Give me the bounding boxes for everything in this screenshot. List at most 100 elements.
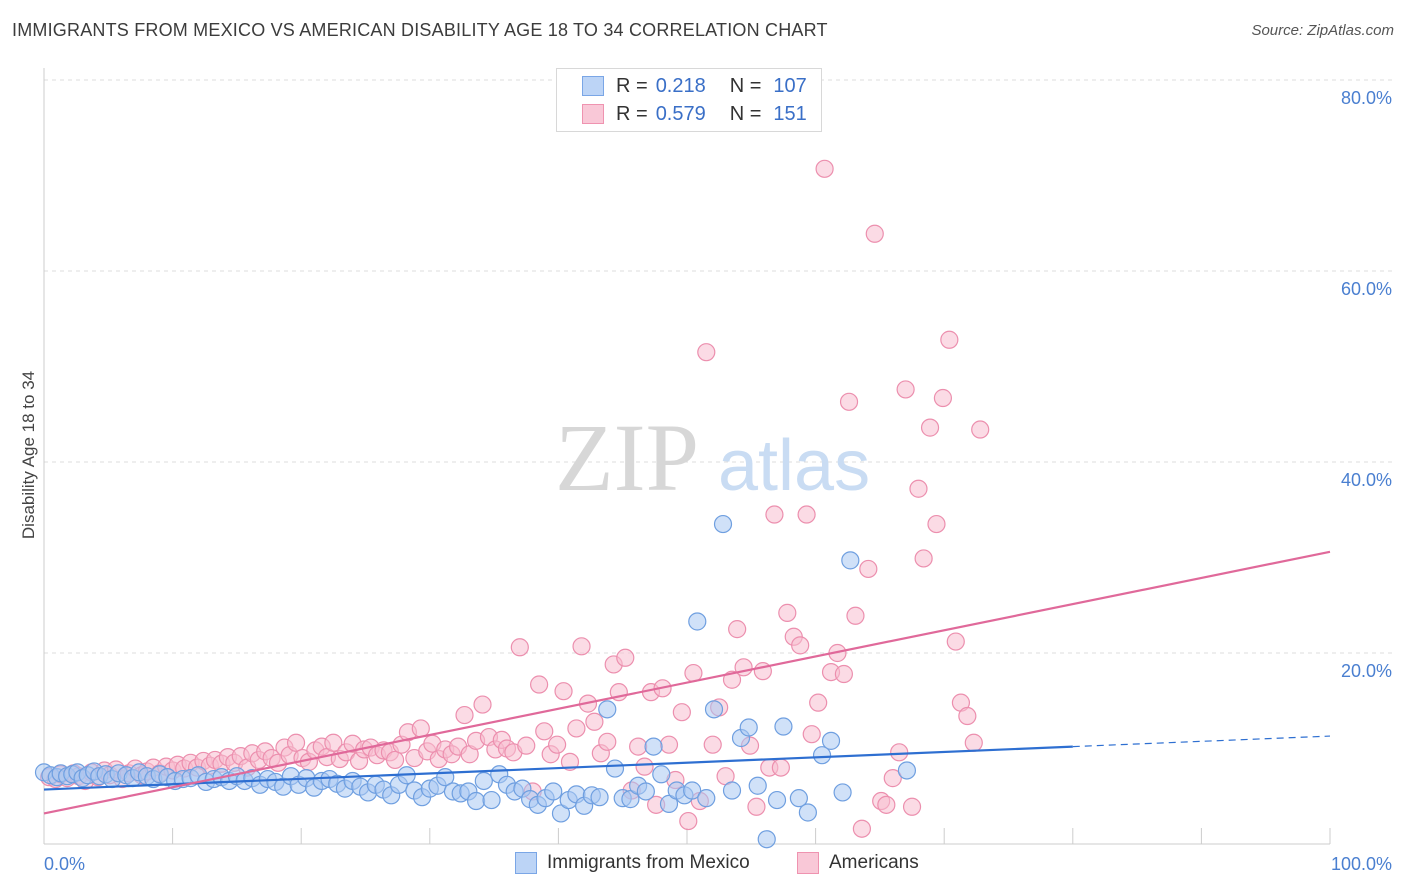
data-point-americans (909, 479, 928, 498)
data-point-immigrants (774, 717, 793, 736)
legend-row-blue: R = 0.218 N = 107 (557, 72, 807, 100)
data-point-americans (629, 737, 648, 756)
data-point-americans (703, 735, 722, 754)
data-point-immigrants (798, 803, 817, 822)
legend-n-label: N = (729, 102, 762, 125)
series-immigrants-from-mexico (34, 514, 917, 849)
data-point-americans (517, 736, 536, 755)
legend-label-immigrants: Immigrants from Mexico (547, 852, 750, 873)
data-point-immigrants (897, 761, 917, 780)
data-point-immigrants (812, 746, 832, 765)
y-axis-label: Disability Age 18 to 34 (19, 371, 38, 539)
legend-swatch-blue (582, 76, 604, 96)
data-point-americans (672, 703, 691, 722)
data-point-americans (548, 735, 567, 754)
data-point-americans (834, 664, 853, 684)
data-point-immigrants (544, 782, 563, 801)
data-point-immigrants (474, 771, 493, 791)
legend-swatch-americans (797, 852, 819, 874)
y-tick-label: 80.0% (1341, 88, 1392, 108)
chart-title: IMMIGRANTS FROM MEXICO VS AMERICAN DISAB… (12, 20, 828, 40)
data-point-immigrants (841, 551, 860, 570)
data-point-americans (877, 795, 896, 814)
data-point-americans (635, 757, 654, 776)
watermark-atlas: atlas (718, 426, 870, 506)
data-point-americans (567, 719, 586, 738)
source-label: Source: ZipAtlas.com (1251, 22, 1394, 39)
data-point-immigrants (636, 782, 655, 801)
trend-line-immigrants (43, 745, 1073, 791)
trend-lines (43, 550, 1331, 815)
data-point-americans (859, 559, 878, 579)
legend-label-americans: Americans (829, 852, 919, 873)
data-point-americans (865, 224, 884, 243)
data-point-immigrants (659, 794, 679, 813)
data-point-americans (771, 758, 790, 777)
data-point-americans (598, 732, 617, 751)
data-point-americans (797, 505, 816, 524)
data-point-americans (560, 752, 580, 771)
data-point-americans (958, 706, 977, 726)
trend-line-americans (43, 550, 1331, 815)
data-point-americans (554, 682, 573, 701)
legend-r-value-pink: 0.579 (655, 102, 706, 125)
data-point-americans (510, 638, 529, 657)
data-point-americans (791, 636, 810, 655)
y-tick-label: 60.0% (1341, 279, 1392, 299)
data-point-immigrants (482, 790, 501, 810)
legend-item-americans[interactable]: Americans (797, 852, 919, 874)
data-point-americans (411, 719, 430, 738)
legend-n-label: N = (729, 74, 762, 97)
data-point-immigrants (644, 737, 663, 756)
data-point-immigrants (590, 788, 609, 807)
data-point-immigrants (722, 781, 742, 800)
trend-line-immigrants-extension (1072, 735, 1331, 748)
data-point-americans (846, 606, 865, 625)
data-point-immigrants (605, 759, 625, 778)
data-point-immigrants (713, 514, 733, 534)
data-point-americans (616, 648, 635, 667)
data-point-immigrants (621, 790, 640, 809)
legend-r-value-blue: 0.218 (655, 74, 706, 97)
x-tick-label-min: 0.0% (44, 854, 85, 874)
data-point-americans (473, 695, 492, 714)
correlation-legend: R = 0.218 N = 107 R = 0.579 N = 151 (556, 68, 822, 132)
axes: 0.0% 100.0% (43, 68, 1392, 874)
data-point-americans (964, 733, 983, 752)
legend-row-pink: R = 0.579 N = 151 (557, 100, 807, 128)
data-point-americans (933, 388, 953, 408)
data-point-americans (765, 505, 784, 524)
series-legend: Immigrants from Mexico Americans (0, 852, 1406, 878)
data-point-immigrants (704, 700, 724, 719)
data-point-immigrants (821, 731, 841, 750)
y-tick-label: 20.0% (1341, 661, 1392, 681)
data-point-immigrants (652, 765, 671, 784)
legend-n-value-pink: 151 (773, 102, 807, 125)
legend-item-immigrants[interactable]: Immigrants from Mexico (515, 852, 750, 874)
data-point-americans (659, 735, 679, 754)
data-point-americans (385, 750, 405, 770)
data-point-immigrants (551, 804, 571, 823)
data-point-americans (572, 637, 591, 656)
data-point-immigrants (697, 789, 716, 808)
data-point-immigrants (748, 776, 767, 795)
data-point-americans (902, 797, 922, 816)
data-point-americans (883, 769, 902, 788)
data-point-americans (728, 620, 747, 639)
legend-r-label: R = (616, 74, 648, 97)
data-point-americans (324, 733, 343, 752)
data-point-americans (530, 675, 549, 694)
data-point-americans (747, 797, 766, 816)
data-point-americans (679, 811, 698, 831)
data-point-immigrants (683, 781, 702, 800)
data-point-americans (920, 418, 940, 437)
legend-n-value-blue: 107 (773, 74, 807, 97)
series-americans (40, 159, 990, 838)
data-point-americans (455, 705, 474, 725)
data-point-americans (896, 380, 915, 399)
data-point-americans (927, 514, 946, 534)
data-point-americans (890, 743, 909, 762)
data-point-americans (802, 725, 821, 744)
data-point-immigrants (789, 789, 808, 808)
